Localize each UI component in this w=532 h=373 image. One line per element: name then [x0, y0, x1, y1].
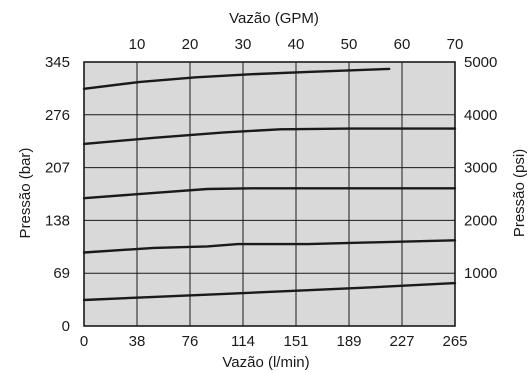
x-tick-label: 151 — [283, 333, 308, 350]
y-right-tick-label: 4000 — [464, 107, 497, 124]
y-tick-label: 345 — [45, 54, 70, 71]
y-tick-label: 138 — [45, 212, 70, 229]
x-tick-label: 76 — [182, 333, 199, 350]
series-line-4 — [82, 127, 457, 146]
x-tick-label: 38 — [129, 333, 146, 350]
series-line-2 — [82, 239, 457, 254]
series-line-1 — [82, 281, 457, 302]
x-top-tick-label: 40 — [288, 36, 305, 53]
x-axis-label: Vazão (l/min) — [222, 354, 309, 371]
series-lines — [82, 67, 457, 302]
grid-lines — [84, 62, 455, 326]
x-top-tick-label: 70 — [447, 36, 464, 53]
y-right-tick-label: 3000 — [464, 160, 497, 177]
y-tick-label: 69 — [53, 265, 70, 282]
y-right-tick-label: 5000 — [464, 54, 497, 71]
x-tick-label: 265 — [442, 333, 467, 350]
x-tick-label: 189 — [336, 333, 361, 350]
y-right-axis-label: Pressão (psi) — [511, 149, 528, 237]
y-axis-label: Pressão (bar) — [17, 148, 34, 239]
x-top-tick-label: 20 — [182, 36, 199, 53]
series-line-3 — [82, 187, 457, 200]
x-tick-label: 227 — [389, 333, 414, 350]
x-top-tick-label: 60 — [394, 36, 411, 53]
x-tick-label: 114 — [231, 333, 255, 350]
plot-frame — [83, 61, 456, 327]
x-top-tick-label: 50 — [341, 36, 358, 53]
x-top-axis-label: Vazão (GPM) — [229, 10, 319, 27]
series-line-5 — [82, 67, 391, 90]
y-tick-label: 276 — [45, 107, 70, 124]
x-top-tick-label: 10 — [129, 36, 146, 53]
y-tick-label: 207 — [45, 160, 70, 177]
x-top-tick-label: 30 — [235, 36, 252, 53]
x-tick-label: 0 — [80, 333, 88, 350]
y-tick-label: 0 — [62, 318, 70, 335]
tick-labels: 0 38 76 114 151 189 227 265 10 20 30 40 50 60 70 0 69 138… — [45, 36, 497, 350]
y-right-tick-label: 1000 — [464, 265, 497, 282]
y-right-tick-label: 2000 — [464, 212, 497, 229]
